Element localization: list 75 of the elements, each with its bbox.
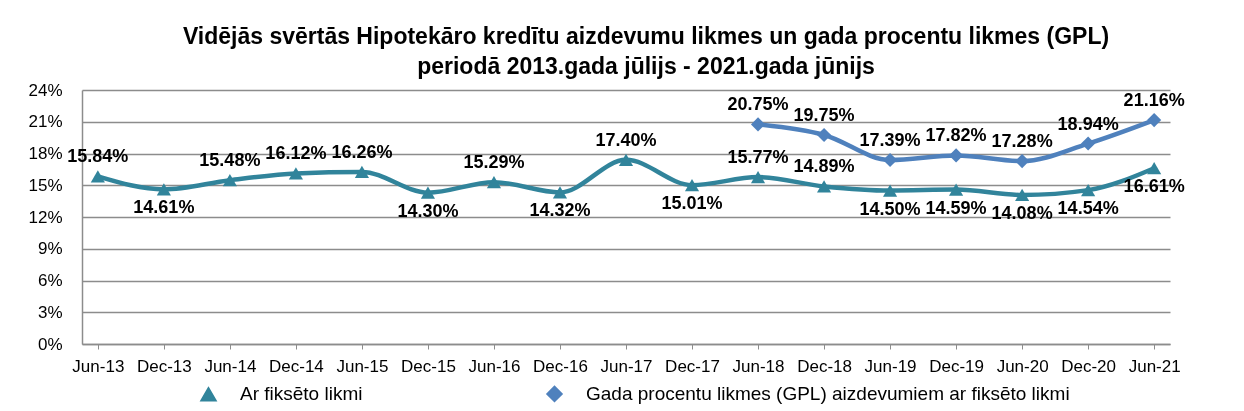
point (552, 186, 568, 199)
data-label: 14.50% (859, 198, 921, 219)
point (816, 180, 832, 193)
data-label: 17.39% (859, 129, 921, 150)
x-tick-label: Dec-13 (136, 356, 192, 376)
chart-title: Vidējās svērtās Hipotekāro kredītu aizdevumu likmes un gada procentu likmes (GPL) periodā 2013.gada jūlijs - 2021.gada jūnijs (182, 23, 1110, 79)
data-label: 14.30% (397, 200, 459, 221)
point (90, 170, 105, 183)
y-tick-label: 18% (28, 144, 63, 163)
point (222, 174, 237, 187)
point (816, 127, 832, 143)
x-tick-label: Jun-19 (864, 356, 917, 376)
data-label: 15.77% (727, 147, 789, 168)
y-tick-label: 12% (28, 207, 63, 227)
x-tick-label: Dec-18 (797, 356, 852, 376)
data-label: 18.94% (1057, 113, 1119, 134)
data-label: 17.28% (991, 131, 1053, 152)
point (156, 183, 171, 196)
x-tick-label: Dec-15 (401, 356, 456, 376)
point (1147, 162, 1162, 175)
point (1081, 136, 1096, 151)
legend-label: Gada procentu likmes (GPL) aizdevumiem ar fiksēto likmi (586, 382, 1070, 404)
data-label: 17.40% (595, 129, 657, 150)
data-label: 14.32% (529, 200, 591, 221)
point (288, 167, 303, 180)
x-tick-label: Jun-21 (1128, 356, 1181, 376)
data-label: 19.75% (793, 104, 855, 125)
x-tick-label: Dec-14 (269, 356, 324, 376)
data-label: 20.75% (727, 94, 789, 115)
data-label: 15.48% (199, 150, 261, 171)
point (684, 179, 700, 192)
point (949, 183, 964, 196)
legend-label: Ar fiksēto likmi (240, 383, 363, 405)
x-tick-label: Dec-20 (1061, 356, 1117, 376)
point (883, 184, 898, 197)
data-label: 16.26% (331, 141, 393, 162)
data-label: 15.84% (67, 146, 129, 167)
point (1015, 188, 1030, 202)
data-label: 17.82% (925, 125, 987, 146)
point (420, 186, 436, 199)
data-label: 21.16% (1123, 90, 1185, 111)
y-tick-label: 0% (37, 334, 63, 354)
point (618, 153, 634, 166)
point (750, 170, 766, 184)
x-tick-label: Jun-17 (600, 356, 653, 376)
y-tick-label: 3% (37, 302, 63, 322)
y-tick-label: 24% (28, 80, 63, 100)
data-label: 14.61% (133, 197, 195, 218)
point (354, 165, 369, 179)
point (949, 148, 964, 163)
data-label: 16.12% (265, 143, 327, 164)
point (1147, 112, 1162, 128)
data-label: 14.08% (991, 202, 1053, 223)
x-tick-label: Jun-14 (204, 356, 257, 376)
x-tick-label: Jun-18 (732, 356, 785, 376)
point (486, 176, 502, 189)
point (1081, 183, 1096, 197)
x-tick-label: Jun-13 (72, 356, 125, 376)
y-tick-label: 9% (37, 239, 63, 259)
data-label: 16.61% (1123, 176, 1185, 197)
data-label: 14.89% (793, 156, 855, 177)
y-tick-label: 15% (28, 175, 63, 195)
data-label: 15.01% (661, 193, 723, 214)
x-tick-label: Jun-20 (996, 356, 1049, 376)
point (750, 117, 766, 132)
y-tick-label: 6% (37, 271, 63, 290)
data-label: 14.54% (1057, 198, 1119, 219)
y-tick-label: 21% (28, 112, 63, 132)
data-label: 15.29% (463, 152, 525, 173)
x-tick-label: Jun-15 (336, 356, 389, 376)
x-tick-label: Dec-16 (533, 356, 588, 376)
x-tick-label: Dec-19 (929, 356, 984, 376)
data-label: 14.59% (925, 197, 987, 218)
x-tick-label: Dec-17 (665, 356, 720, 376)
x-tick-label: Jun-16 (468, 356, 521, 376)
